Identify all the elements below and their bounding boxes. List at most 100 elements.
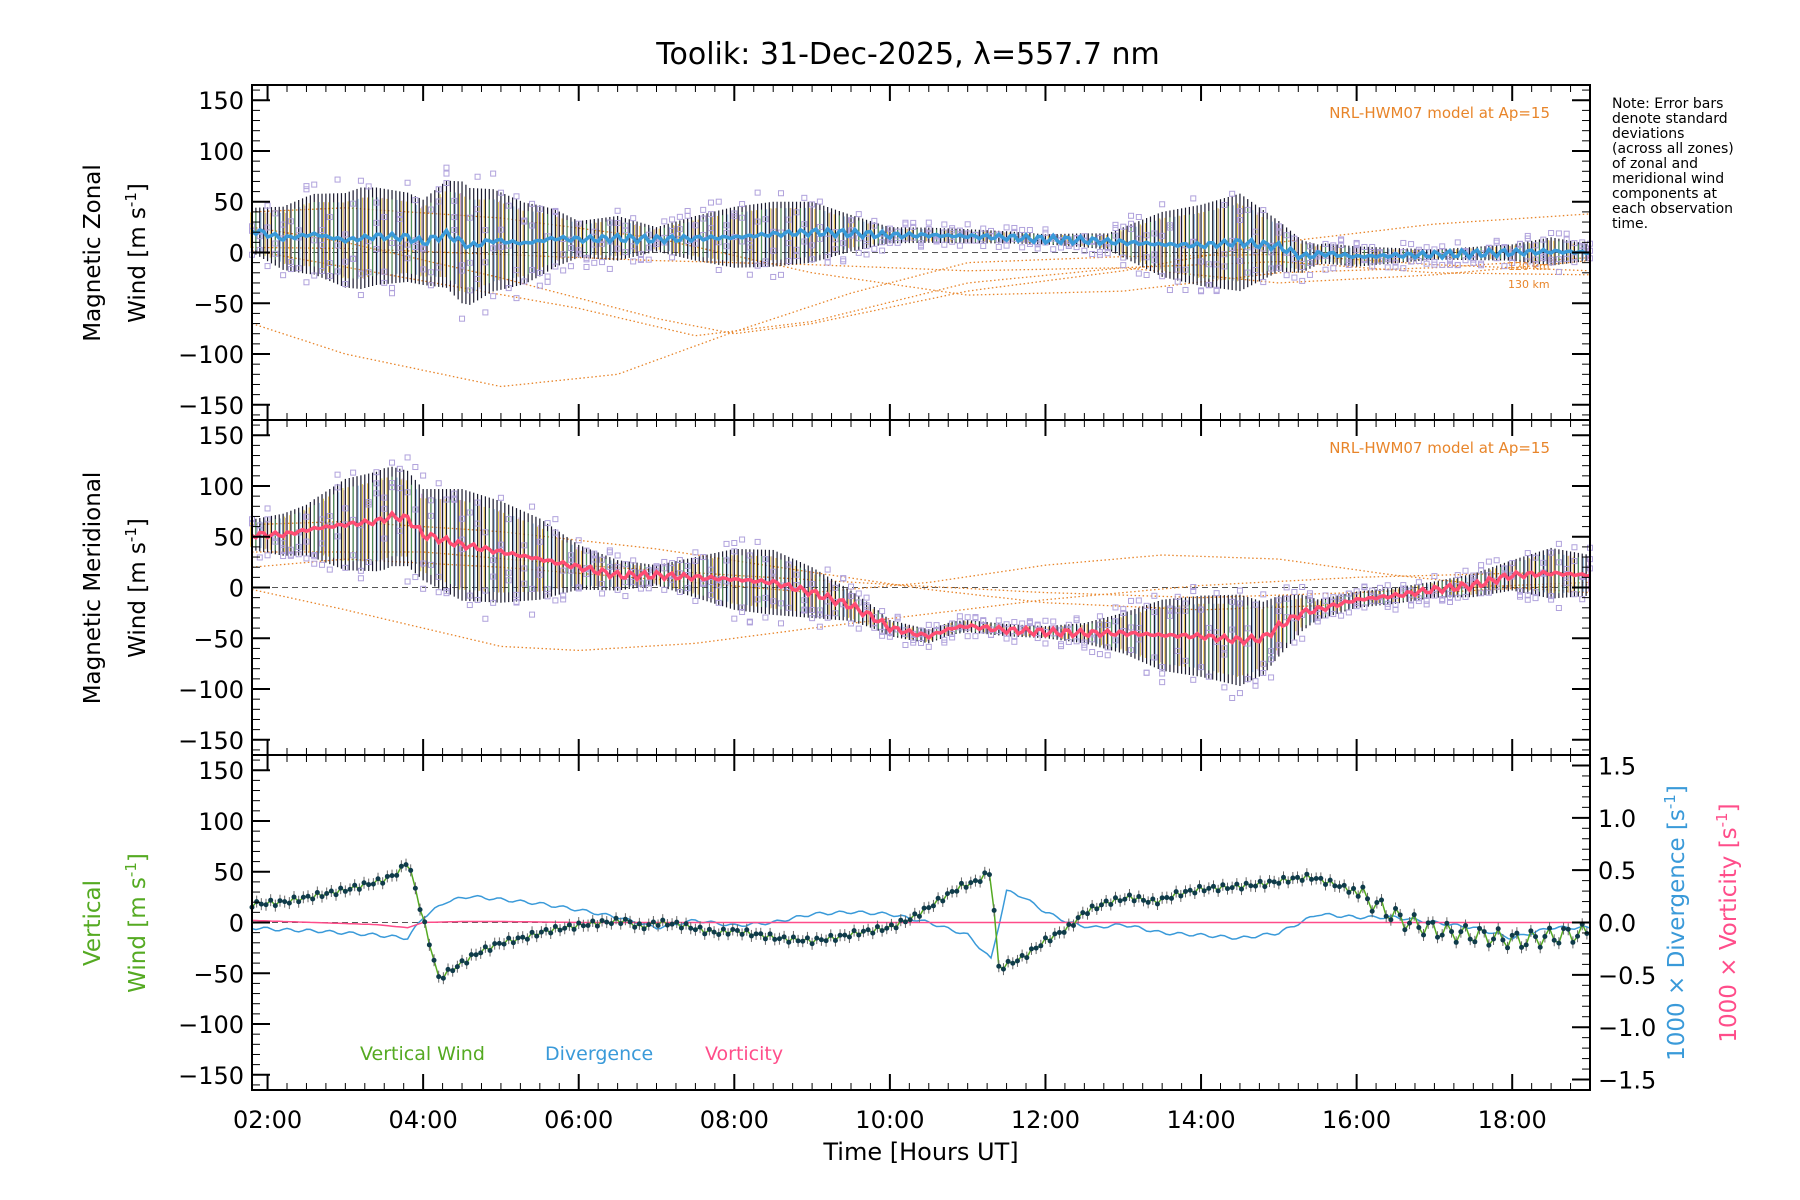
- zone-marker: [1532, 242, 1539, 249]
- y-tick-label: −50: [193, 960, 244, 988]
- zone-marker: [879, 608, 886, 615]
- vertical-wind-point: [753, 931, 759, 937]
- zone-marker: [669, 254, 676, 261]
- divergence-line: [251, 889, 1591, 960]
- zone-marker: [326, 513, 333, 520]
- zone-marker: [1019, 620, 1026, 627]
- zone-marker: [1446, 594, 1453, 601]
- zone-marker: [583, 547, 590, 554]
- zone-marker: [435, 186, 442, 193]
- zone-marker: [1112, 225, 1119, 232]
- zone-marker: [1252, 601, 1259, 608]
- zone-marker: [560, 267, 567, 274]
- zone-marker: [1104, 250, 1111, 257]
- zone-marker: [1454, 594, 1461, 601]
- vertical-wind-point: [986, 872, 992, 878]
- zone-marker: [1081, 641, 1088, 648]
- zone-marker: [863, 251, 870, 258]
- vertical-wind-point: [944, 891, 950, 897]
- zone-marker: [1034, 635, 1041, 642]
- vertical-wind-point: [795, 938, 801, 944]
- zone-marker: [840, 256, 847, 263]
- zone-marker: [420, 560, 427, 567]
- zone-marker: [591, 550, 598, 557]
- vertical-wind-point: [898, 917, 904, 923]
- zone-marker: [1571, 240, 1578, 247]
- zone-marker: [715, 267, 722, 274]
- vertical-wind-point: [758, 931, 764, 937]
- zone-marker: [1548, 596, 1555, 603]
- zone-marker: [505, 202, 512, 209]
- note-line: denote standard: [1612, 111, 1728, 127]
- zone-marker: [459, 515, 466, 522]
- zone-marker: [871, 245, 878, 252]
- zone-marker: [1198, 258, 1205, 265]
- zone-marker: [1291, 235, 1298, 242]
- zone-marker: [1548, 549, 1555, 556]
- vertical-wind-point: [1444, 920, 1450, 926]
- vertical-wind-point: [706, 926, 712, 932]
- zone-marker: [334, 471, 341, 478]
- zone-marker: [692, 597, 699, 604]
- zone-marker: [303, 513, 310, 520]
- zone-marker: [1058, 643, 1065, 650]
- vertical-wind-point: [594, 923, 600, 929]
- vertical-wind-point: [1098, 902, 1104, 908]
- vertical-wind-point: [683, 921, 689, 927]
- zone-marker: [1174, 266, 1181, 273]
- zone-marker: [404, 489, 411, 496]
- vertical-wind-point: [711, 929, 717, 935]
- vertical-wind-point: [702, 931, 708, 937]
- zone-marker: [326, 566, 333, 573]
- zone-marker: [1540, 559, 1547, 566]
- zone-marker: [925, 629, 932, 636]
- zone-marker: [529, 222, 536, 229]
- vertical-wind-point: [277, 898, 283, 904]
- vertical-wind-point: [678, 925, 684, 931]
- zone-marker: [770, 598, 777, 605]
- zone-marker: [272, 538, 279, 545]
- vertical-wind-point: [254, 899, 260, 905]
- vertical-wind-point: [1402, 927, 1408, 933]
- vertical-wind-point: [520, 934, 526, 940]
- zone-marker: [637, 256, 644, 263]
- zone-marker: [1011, 619, 1018, 626]
- zone-marker: [1019, 244, 1026, 251]
- zone-marker: [1571, 254, 1578, 261]
- zone-marker: [1003, 224, 1010, 231]
- note-line: deviations: [1612, 126, 1684, 142]
- zone-marker: [1221, 651, 1228, 658]
- zone-marker: [599, 556, 606, 563]
- zone-marker: [1073, 244, 1080, 251]
- zone-marker: [1555, 604, 1562, 611]
- zone-marker: [435, 589, 442, 596]
- zone-marker: [295, 265, 302, 272]
- zone-marker: [1050, 618, 1057, 625]
- vertical-wind-point: [552, 923, 558, 929]
- zone-marker: [1392, 602, 1399, 609]
- zone-marker: [1446, 261, 1453, 268]
- zone-marker: [1019, 226, 1026, 233]
- zone-marker: [412, 506, 419, 513]
- zone-marker: [1353, 603, 1360, 610]
- zone-marker: [1291, 589, 1298, 596]
- zone-marker: [1026, 227, 1033, 234]
- vertical-wind-point: [342, 888, 348, 894]
- zonal-model-height-label-1: 120 km: [1508, 260, 1550, 273]
- zone-marker: [1338, 593, 1345, 600]
- zone-marker: [1174, 593, 1181, 600]
- zone-marker: [287, 258, 294, 265]
- vertical-wind-point: [790, 934, 796, 940]
- zone-marker: [809, 581, 816, 588]
- zone-marker: [879, 247, 886, 254]
- zone-marker: [575, 247, 582, 254]
- zone-marker: [365, 499, 372, 506]
- zone-marker: [1011, 633, 1018, 640]
- vertical-wind-point: [958, 880, 964, 886]
- zone-marker: [435, 264, 442, 271]
- zone-marker: [459, 315, 466, 322]
- zone-marker: [1112, 637, 1119, 644]
- y-tick-label: 0: [229, 575, 244, 603]
- vertical-wind-point: [968, 880, 974, 886]
- zone-marker: [1338, 237, 1345, 244]
